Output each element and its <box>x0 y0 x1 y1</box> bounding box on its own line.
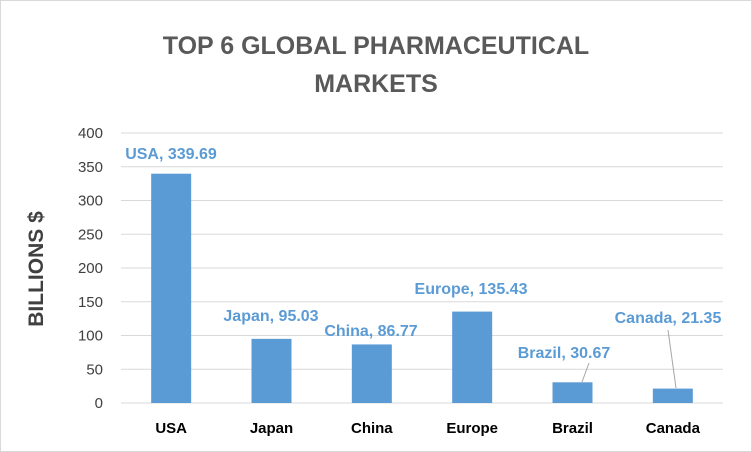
y-tick-label: 200 <box>78 260 103 277</box>
x-tick-label: Europe <box>446 420 498 437</box>
data-label: Canada, 21.35 <box>615 310 722 327</box>
y-tick-label: 350 <box>78 159 103 176</box>
x-tick-label: China <box>351 420 393 437</box>
x-tick-label: USA <box>155 420 187 437</box>
chart-title-line-2: MARKETS <box>314 70 438 98</box>
data-label-leader-line <box>667 329 677 389</box>
y-tick-label: 100 <box>78 328 103 345</box>
chart-title-line-1: TOP 6 GLOBAL PHARMACEUTICAL <box>162 32 590 60</box>
data-label: Brazil, 30.67 <box>518 345 611 362</box>
data-label: Europe, 135.43 <box>415 281 528 298</box>
data-label: USA, 339.69 <box>125 146 217 163</box>
x-tick-label: Japan <box>250 420 293 437</box>
data-label-leader-line <box>581 362 590 383</box>
chart-title: TOP 6 GLOBAL PHARMACEUTICAL MARKETS <box>96 27 656 103</box>
x-tick-label: Canada <box>646 420 701 437</box>
bar <box>251 338 292 403</box>
y-tick-label: 250 <box>78 226 103 243</box>
bar <box>652 388 693 403</box>
bar <box>452 311 493 403</box>
y-tick-label: 50 <box>86 361 103 378</box>
x-tick-label: Brazil <box>552 420 593 437</box>
y-tick-label: 300 <box>78 193 103 210</box>
bar <box>351 344 392 403</box>
data-label: Japan, 95.03 <box>223 308 318 325</box>
y-tick-label: 400 <box>78 125 103 142</box>
y-tick-label: 150 <box>78 294 103 311</box>
bar <box>151 173 192 403</box>
y-tick-label: 0 <box>95 395 103 412</box>
bar <box>552 382 593 403</box>
data-label: China, 86.77 <box>324 323 417 340</box>
